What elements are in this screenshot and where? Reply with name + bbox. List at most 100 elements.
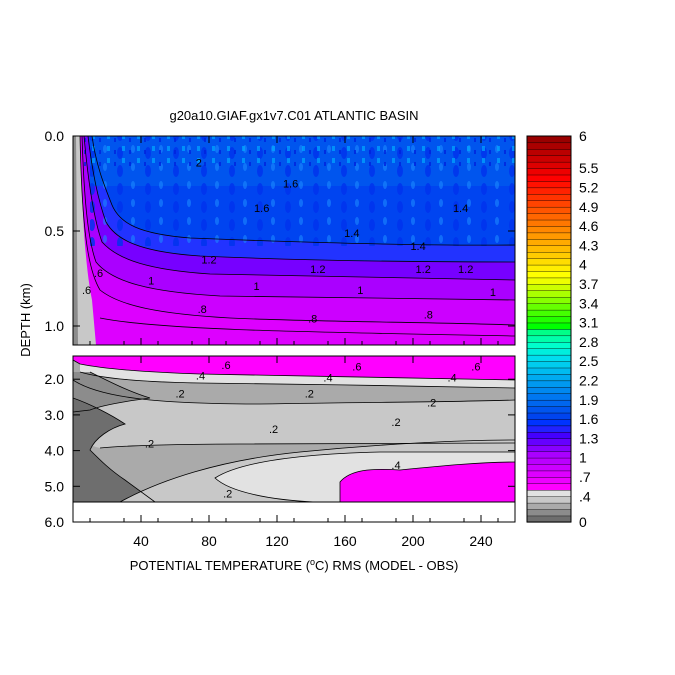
x-tick-label: 40 bbox=[133, 533, 149, 549]
upper-fill-left-dark bbox=[73, 136, 78, 345]
contour-label: .8 bbox=[308, 313, 317, 325]
colorbar-swatch bbox=[526, 360, 572, 369]
colorbar-swatch bbox=[526, 470, 572, 478]
colorbar-swatch bbox=[526, 264, 572, 272]
colorbar-label: 0 bbox=[579, 514, 587, 530]
colorbar-swatch bbox=[526, 406, 572, 414]
colorbar-swatch bbox=[526, 296, 572, 304]
colorbar-swatch bbox=[526, 444, 572, 452]
colorbar-label: 1 bbox=[579, 450, 587, 466]
colorbar-swatch bbox=[526, 386, 572, 394]
colorbar-swatch bbox=[526, 303, 572, 311]
colorbar-swatch bbox=[526, 161, 572, 169]
colorbar-swatch bbox=[526, 174, 572, 182]
contour-label: 1.2 bbox=[416, 264, 431, 276]
contour-label: 1.2 bbox=[201, 255, 216, 267]
y-tick-label-lower: 2.0 bbox=[45, 371, 65, 387]
colorbar-swatch bbox=[526, 245, 572, 253]
contour-label: .2 bbox=[145, 438, 154, 450]
colorbar-swatch bbox=[526, 225, 572, 234]
colorbar-swatch bbox=[526, 309, 572, 317]
upper-fill-speckle bbox=[80, 136, 515, 168]
colorbar-swatch bbox=[526, 135, 572, 144]
colorbar-swatch bbox=[526, 258, 572, 266]
contour-label: .4 bbox=[323, 372, 332, 384]
colorbar-swatch bbox=[526, 328, 572, 337]
colorbar-swatch bbox=[526, 496, 572, 504]
contour-label: 1 bbox=[490, 287, 496, 299]
colorbar-swatch bbox=[526, 283, 572, 292]
y-tick-label-lower: 6.0 bbox=[45, 514, 65, 530]
colorbar-swatch bbox=[526, 367, 572, 375]
contour-label: .2 bbox=[269, 424, 278, 436]
x-tick-label: 160 bbox=[333, 533, 357, 549]
lower-fill-deep-dark bbox=[73, 398, 155, 502]
contour-label: 1.2 bbox=[458, 264, 473, 276]
colorbar-swatch bbox=[526, 489, 572, 497]
colorbar-swatch bbox=[526, 341, 572, 349]
colorbar-swatch bbox=[526, 431, 572, 439]
axes: 40 80 120 160 200 240 0.0 0.5 1.0 2.0 3.0 4.0 5.0 6.0 bbox=[45, 128, 515, 549]
contour-label: .6 bbox=[471, 362, 480, 374]
colorbar-swatch bbox=[526, 508, 572, 517]
colorbar-label: 2.5 bbox=[579, 353, 599, 369]
colorbar-swatch bbox=[526, 515, 572, 523]
contour-label: .6 bbox=[352, 362, 361, 374]
colorbar-swatch bbox=[526, 425, 572, 433]
contour-label: .2 bbox=[427, 397, 436, 409]
colorbar-swatch bbox=[526, 270, 572, 279]
contour-label: 1 bbox=[254, 281, 260, 293]
colorbar-swatch bbox=[526, 502, 572, 510]
y-axis-label: DEPTH (km) bbox=[18, 283, 33, 357]
colorbar-swatch bbox=[526, 373, 572, 382]
colorbar-label: 1.3 bbox=[579, 430, 599, 446]
colorbar-swatch bbox=[526, 322, 572, 330]
colorbar-label: 3.4 bbox=[579, 295, 599, 311]
lower-fill-02a bbox=[73, 380, 515, 448]
colorbar-swatch bbox=[526, 463, 572, 472]
colorbar-label: .7 bbox=[579, 469, 591, 485]
colorbar-swatch bbox=[526, 380, 572, 388]
colorbar-label: 5.5 bbox=[579, 160, 599, 176]
colorbar-swatch bbox=[526, 412, 572, 420]
contour-label: .2 bbox=[391, 417, 400, 429]
colorbar-swatch bbox=[526, 167, 572, 176]
colorbar-swatch bbox=[526, 212, 572, 221]
x-tick-label: 120 bbox=[265, 533, 289, 549]
y-tick-label-lower: 5.0 bbox=[45, 478, 65, 494]
colorbar-swatch bbox=[526, 354, 572, 362]
contour-label: .8 bbox=[424, 310, 433, 322]
lower-fill-06 bbox=[73, 356, 515, 380]
colorbar-label: 2.2 bbox=[579, 372, 599, 388]
contour-label: .4 bbox=[448, 372, 457, 384]
colorbar-frame bbox=[526, 135, 572, 523]
lower-fill-06b bbox=[340, 462, 515, 502]
colorbar: 6 5.5 5.2 4.9 4.6 4.3 4 3.7 3.4 3.1 2.8 2.5 2.2 1.9 1.… bbox=[526, 128, 599, 530]
colorbar-label: 5.2 bbox=[579, 179, 599, 195]
colorbar-swatch bbox=[526, 399, 572, 407]
colorbar-label: 4 bbox=[579, 257, 587, 273]
colorbar-swatch bbox=[526, 232, 572, 240]
y-tick-label-upper: 0.5 bbox=[45, 223, 65, 239]
colorbar-swatch bbox=[526, 457, 572, 465]
colorbar-swatch bbox=[526, 438, 572, 446]
x-axis-label: POTENTIAL TEMPERATURE (oC) RMS (MODEL - … bbox=[130, 557, 459, 573]
colorbar-swatch bbox=[526, 187, 572, 195]
colorbar-label: .4 bbox=[579, 488, 591, 504]
contour-label: .8 bbox=[198, 304, 207, 316]
colorbar-swatch bbox=[526, 483, 572, 491]
colorbar-label: 3.7 bbox=[579, 276, 599, 292]
colorbar-swatch bbox=[526, 335, 572, 343]
contour-label: 1.4 bbox=[410, 241, 425, 253]
colorbar-swatch bbox=[526, 219, 572, 227]
lower-contour-labels: .6 .6 .6 .4 .4 .4 .2 .2 .2 .2 .2 .2 .4 .2 bbox=[145, 360, 481, 501]
x-tick-label: 240 bbox=[469, 533, 493, 549]
colorbar-label: 4.3 bbox=[579, 237, 599, 253]
y-tick-label-lower: 4.0 bbox=[45, 443, 65, 459]
x-tick-label: 200 bbox=[401, 533, 425, 549]
colorbar-label: 2.8 bbox=[579, 334, 599, 350]
colorbar-swatch bbox=[526, 148, 572, 156]
colorbar-swatch bbox=[526, 393, 572, 401]
colorbar-swatch bbox=[526, 155, 572, 163]
upper-contour-labels: .6.6 1.2 1 1 .8 .8 .8 1.2 1 1.2 1 1.4 1.4 1.4 1.6 1.6 2 1… bbox=[82, 158, 496, 326]
